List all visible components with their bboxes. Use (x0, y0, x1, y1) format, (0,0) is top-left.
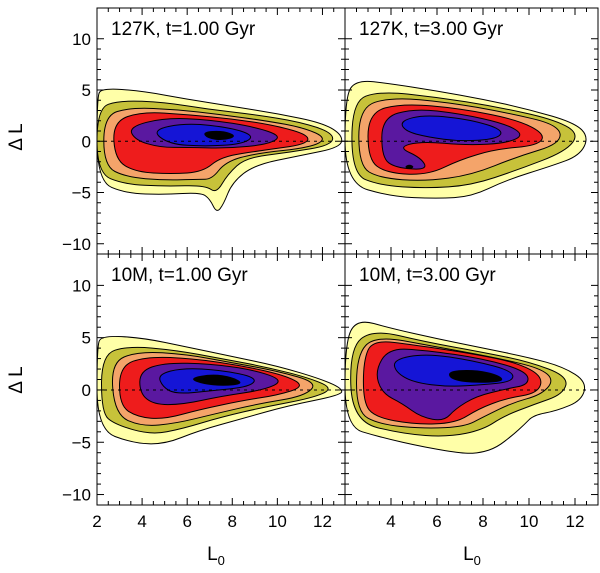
x-axis-title-left-main: L (207, 544, 218, 565)
x-tick-label: 8 (228, 512, 237, 531)
x-tick-label: 2 (92, 512, 101, 531)
y-tick-label: 5 (82, 329, 91, 348)
y-tick-label: −10 (62, 235, 91, 254)
x-tick-label: 10 (520, 512, 539, 531)
contour-level-7 (193, 374, 241, 386)
y-tick-label: 0 (82, 132, 91, 151)
y-tick-label: −5 (72, 433, 91, 452)
x-tick-label: 6 (182, 512, 191, 531)
x-tick-label: 10 (268, 512, 287, 531)
panel-1: −10 −5 0 5 10 127K, t=1.00 Gyr (62, 7, 346, 255)
panel-title: 127K, t=3.00 Gyr (359, 19, 504, 40)
x-tick-label: 6 (432, 512, 441, 531)
x-axis-title-right-main: L (463, 544, 474, 565)
x-axis-title-left: L0 (207, 544, 225, 568)
panel-title: 127K, t=1.00 Gyr (111, 19, 256, 40)
x-tick-label: 12 (566, 512, 585, 531)
y-tick-label: −5 (72, 184, 91, 203)
y-tick-label: −10 (62, 486, 91, 505)
x-axis-title-right-sub: 0 (474, 553, 481, 568)
contour-fills (345, 80, 598, 199)
panel-4: 4 6 8 10 12 10M, t=3.00 Gyr (344, 253, 599, 531)
contour-level-7 (204, 130, 234, 141)
contour-fills (97, 88, 345, 211)
y-tick-label: 0 (82, 381, 91, 400)
x-tick-label: 8 (478, 512, 487, 531)
contour-fills (97, 335, 345, 445)
contour-level-7 (405, 164, 414, 169)
y-tick-label: 10 (72, 30, 91, 49)
y-tick-label: 10 (72, 276, 91, 295)
contour-level-7 (449, 370, 503, 383)
y-axis-title-bottom: Δ L (6, 366, 27, 394)
y-axis-title-top: Δ L (6, 123, 27, 151)
contour-fills (345, 321, 598, 454)
panel-2: 127K, t=3.00 Gyr (344, 7, 599, 255)
y-tick-label: 5 (82, 81, 91, 100)
x-tick-label: 4 (137, 512, 146, 531)
x-axis-title-left-sub: 0 (218, 553, 225, 568)
contour-level-6 (156, 123, 252, 147)
x-tick-label: 4 (386, 512, 395, 531)
panel-title: 10M, t=1.00 Gyr (111, 265, 248, 286)
contour-level-6 (401, 115, 502, 142)
x-axis-title-right: L0 (463, 544, 481, 568)
panel-3: −10 −5 0 5 10 2 4 6 8 10 12 10M, t=1.00 Gyr (62, 253, 346, 531)
panel-title: 10M, t=3.00 Gyr (359, 265, 496, 286)
x-tick-label: 12 (313, 512, 332, 531)
